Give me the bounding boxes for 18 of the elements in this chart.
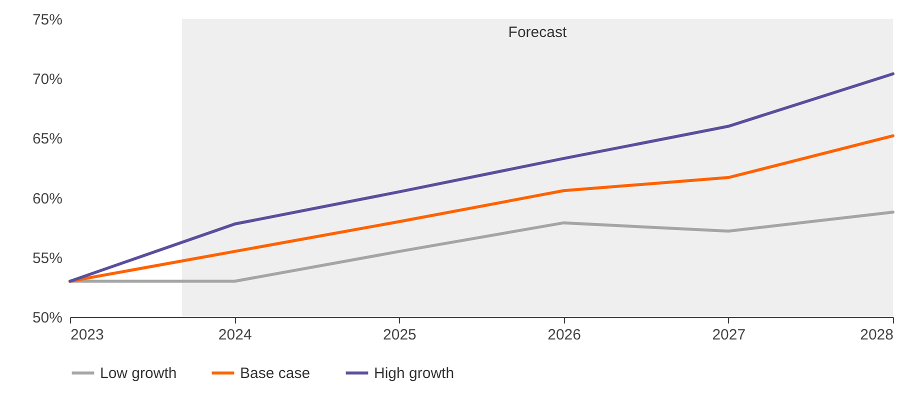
y-tick-label: 75% (32, 12, 62, 28)
x-tick-label: 2025 (383, 326, 416, 344)
band-label: Forecast (508, 24, 568, 41)
x-tick-label: 2027 (712, 326, 746, 344)
y-tick-label: 60% (32, 190, 62, 208)
legend-label: Base case (240, 365, 310, 382)
y-tick-label: 50% (32, 310, 62, 326)
x-tick-label: 2028 (860, 326, 894, 344)
x-tick-label: 2026 (548, 326, 581, 344)
y-tick-label: 55% (32, 250, 62, 267)
line-series (68, 134, 894, 283)
x-tick-label: 2024 (218, 326, 252, 344)
line-series (68, 72, 894, 283)
legend-label: Low growth (100, 365, 177, 382)
y-tick-label: 65% (32, 130, 62, 148)
y-tick-label: 70% (32, 71, 62, 88)
legend-label: High growth (374, 365, 454, 382)
x-tick-label: 2023 (70, 326, 104, 344)
